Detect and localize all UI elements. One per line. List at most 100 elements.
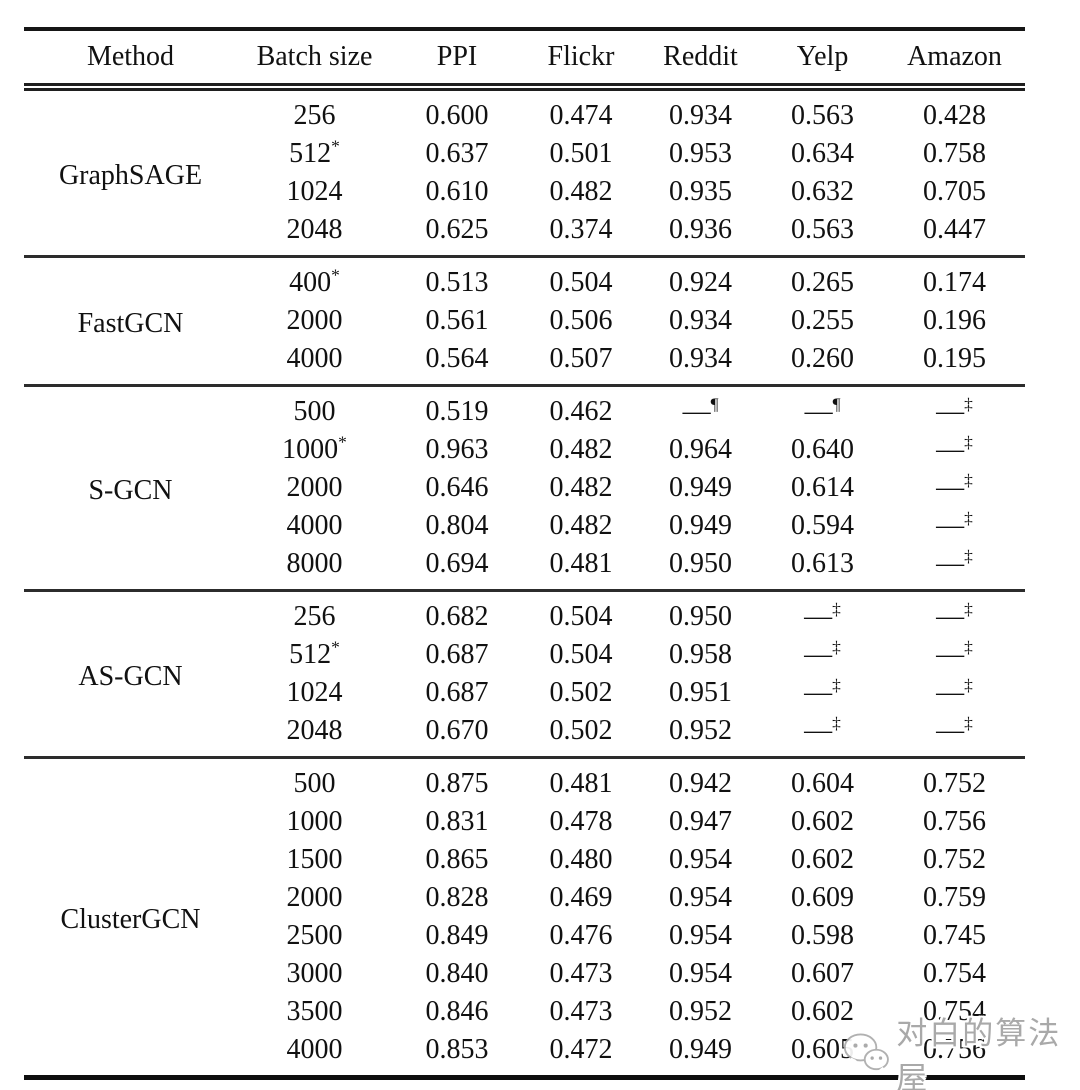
value-cell: 0.613 [791, 548, 854, 579]
value-cell: 0.952 [669, 715, 732, 746]
value-cell: —‡ [936, 394, 973, 427]
table-row: 1000 0.831 0.478 0.947 0.602 0.756 [24, 803, 1025, 841]
table-row: 4000 0.564 0.507 0.934 0.260 0.195 [24, 340, 1025, 386]
value-cell: 0.196 [923, 305, 986, 336]
footnote-marker: ‡ [832, 599, 841, 619]
value-cell: 0.473 [549, 958, 613, 989]
batch-size-cell: 1500 [286, 844, 343, 875]
value-cell: 0.964 [669, 434, 732, 465]
column-header-flickr: Flickr [522, 29, 640, 91]
footnote-marker: ‡ [832, 675, 841, 695]
table-row: 512* 0.687 0.504 0.958 —‡ —‡ [24, 636, 1025, 674]
batch-size-cell: 3500 [286, 996, 343, 1027]
value-cell: 0.563 [791, 100, 854, 131]
value-cell: 0.745 [923, 920, 986, 951]
value-cell: 0.255 [791, 305, 854, 336]
value-cell: 0.954 [669, 958, 732, 989]
table-row: 2000 0.646 0.482 0.949 0.614 —‡ [24, 469, 1025, 507]
batch-size-cell: 3000 [286, 958, 343, 989]
value-cell: —‡ [804, 599, 841, 632]
value-cell: 0.594 [791, 510, 854, 541]
value-cell: 0.478 [549, 806, 613, 837]
table-header-row: Method Batch size PPI Flickr Reddit Yelp Amazo… [24, 29, 1025, 91]
value-cell: 0.265 [791, 267, 854, 298]
value-cell: —‡ [804, 713, 841, 746]
batch-size-cell: 2000 [286, 882, 343, 913]
value-cell: —¶ [804, 394, 841, 427]
value-cell: 0.260 [791, 343, 854, 374]
footnote-marker: ‡ [964, 470, 973, 490]
value-cell: —‡ [936, 637, 973, 670]
value-cell: 0.513 [425, 267, 489, 298]
column-header-amazon: Amazon [884, 29, 1025, 91]
table-row: 512* 0.637 0.501 0.953 0.634 0.758 [24, 135, 1025, 173]
value-cell: 0.174 [923, 267, 986, 298]
value-cell: 0.646 [425, 472, 489, 503]
table-row: 1500 0.865 0.480 0.954 0.602 0.752 [24, 841, 1025, 879]
table-row: 2048 0.670 0.502 0.952 —‡ —‡ [24, 712, 1025, 758]
value-cell: 0.640 [791, 434, 854, 465]
value-cell: 0.504 [549, 601, 613, 632]
table-row: 2048 0.625 0.374 0.936 0.563 0.447 [24, 211, 1025, 257]
method-label-fastgcn: FastGCN [77, 308, 184, 339]
value-cell: —‡ [936, 599, 973, 632]
footnote-marker: ‡ [832, 713, 841, 733]
value-cell: 0.963 [425, 434, 489, 465]
value-cell: 0.602 [791, 806, 854, 837]
batch-size-cell: 1000 [286, 806, 343, 837]
method-group-s-gcn: S-GCN 500 0.519 0.462 —¶ —¶ —‡ 1000* 0.963 0.482 0… [24, 385, 1025, 591]
value-cell: 0.954 [669, 920, 732, 951]
footnote-marker: ‡ [964, 675, 973, 695]
value-cell: 0.875 [425, 768, 489, 799]
value-cell: 0.840 [425, 958, 489, 989]
value-cell: 0.954 [669, 882, 732, 913]
value-cell: 0.682 [425, 601, 489, 632]
value-cell: 0.474 [549, 100, 613, 131]
table-row: 2000 0.561 0.506 0.934 0.255 0.196 [24, 302, 1025, 340]
method-group-clustergcn: ClusterGCN 500 0.875 0.481 0.942 0.604 0.752 10… [24, 757, 1025, 1078]
value-cell: 0.949 [669, 510, 732, 541]
value-cell: 0.950 [669, 548, 732, 579]
footnote-marker: * [338, 432, 347, 452]
value-cell: 0.754 [923, 958, 986, 989]
value-cell: —‡ [936, 713, 973, 746]
value-cell: 0.953 [669, 138, 732, 169]
value-cell: 0.924 [669, 267, 732, 298]
value-cell: —‡ [936, 470, 973, 503]
table-row: 2000 0.828 0.469 0.954 0.609 0.759 [24, 879, 1025, 917]
value-cell: 0.564 [425, 343, 489, 374]
value-cell: 0.828 [425, 882, 489, 913]
value-cell: 0.947 [669, 806, 732, 837]
batch-size-cell: 500 [293, 396, 336, 427]
value-cell: 0.428 [923, 100, 986, 131]
value-cell: 0.951 [669, 677, 732, 708]
value-cell: 0.480 [549, 844, 613, 875]
value-cell: 0.598 [791, 920, 854, 951]
footnote-marker: ‡ [964, 432, 973, 452]
value-cell: 0.607 [791, 958, 854, 989]
footnote-marker: ¶ [710, 394, 719, 414]
footnote-marker: ‡ [964, 546, 973, 566]
table-row: S-GCN 500 0.519 0.462 —¶ —¶ —‡ [24, 386, 1025, 506]
value-cell: 0.632 [791, 176, 854, 207]
column-header-yelp: Yelp [761, 29, 884, 91]
value-cell: 0.374 [549, 214, 613, 245]
footnote-marker: ¶ [832, 394, 841, 414]
table-row: 8000 0.694 0.481 0.950 0.613 —‡ [24, 545, 1025, 591]
value-cell: 0.605 [791, 1034, 854, 1065]
batch-size-cell: 2000 [286, 305, 343, 336]
value-cell: 0.472 [549, 1034, 613, 1065]
value-cell: 0.504 [549, 267, 613, 298]
value-cell: 0.602 [791, 844, 854, 875]
batch-size-cell: 1000* [282, 432, 347, 465]
table-row: AS-GCN 256 0.682 0.504 0.950 —‡ —‡ [24, 591, 1025, 692]
value-cell: 0.610 [425, 176, 489, 207]
footnote-marker: * [331, 637, 340, 657]
footnote-marker: * [331, 136, 340, 156]
value-cell: 0.481 [549, 768, 613, 799]
footnote-marker: ‡ [964, 637, 973, 657]
value-cell: 0.756 [923, 806, 986, 837]
value-cell: 0.670 [425, 715, 489, 746]
column-header-batch-size: Batch size [237, 29, 392, 91]
